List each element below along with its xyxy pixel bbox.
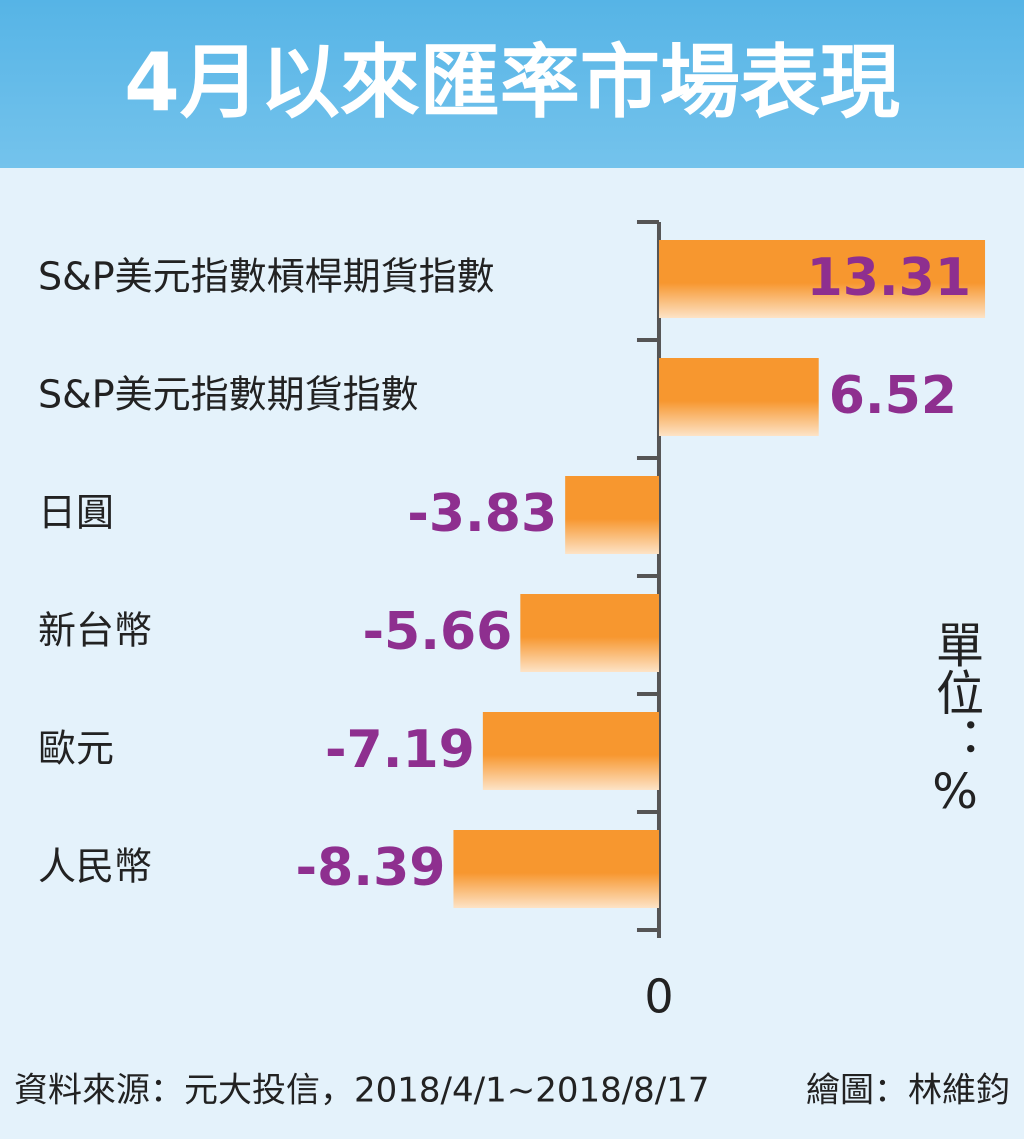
- x-tick-label: 0: [644, 970, 673, 1024]
- bar: [565, 476, 659, 554]
- credit-note: 繪圖：林維鈞: [806, 1071, 1010, 1111]
- bar: [453, 830, 659, 908]
- bar: [658, 358, 819, 436]
- bar: [658, 240, 986, 318]
- y-tick-label: S&P美元指數槓桿期貨指數: [38, 255, 495, 299]
- value-label: -8.39: [296, 838, 446, 898]
- y-tick-label: 人民幣: [38, 845, 152, 889]
- y-tick-label: S&P美元指數期貨指數: [38, 373, 419, 417]
- y-tick-label: 日圓: [38, 491, 114, 535]
- y-tick-label: 歐元: [38, 727, 114, 771]
- value-label: 13.31: [807, 248, 971, 308]
- value-label: -7.19: [325, 720, 475, 780]
- value-label: -3.83: [407, 484, 557, 544]
- source-note: 資料來源：元大投信，2018/4/1~2018/8/17: [14, 1071, 710, 1111]
- bar: [482, 712, 659, 790]
- chart-title: 4月以來匯率市場表現: [124, 36, 900, 129]
- bar: [520, 594, 659, 672]
- value-label: -5.66: [362, 602, 512, 662]
- unit-label: 單位：%: [927, 620, 983, 820]
- y-tick-label: 新台幣: [38, 609, 152, 653]
- value-label: 6.52: [829, 366, 957, 426]
- title-banner: [0, 0, 1024, 168]
